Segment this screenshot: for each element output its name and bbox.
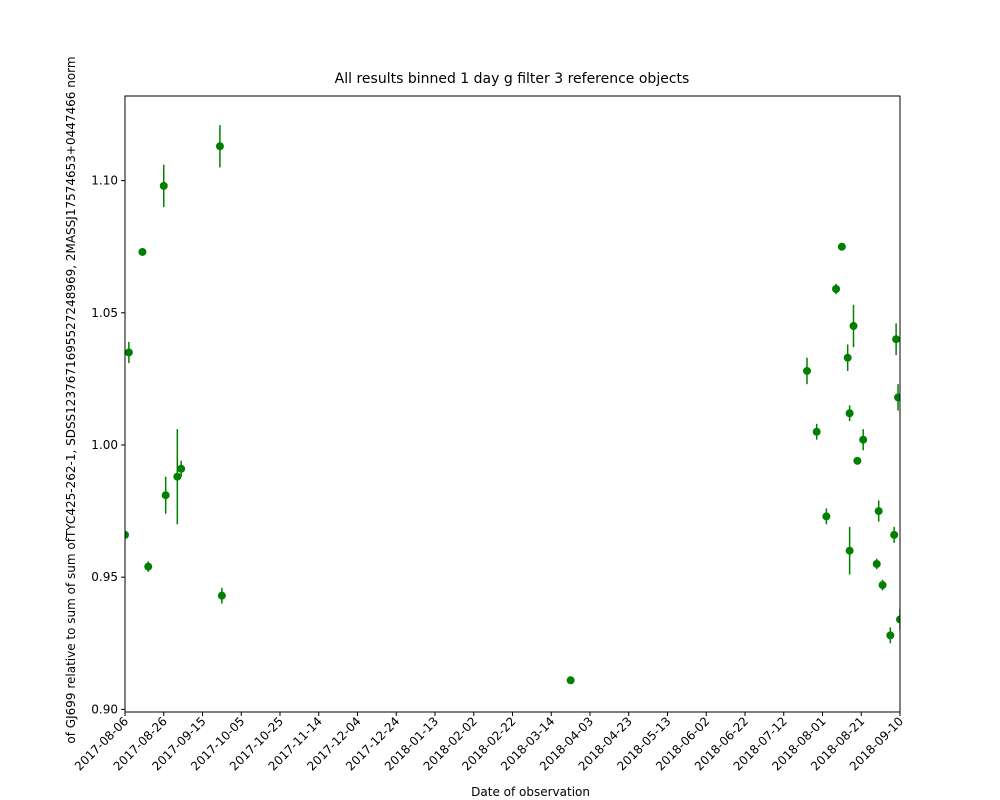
- data-point: [845, 546, 854, 555]
- data-point: [896, 615, 900, 624]
- data-point: [892, 335, 900, 344]
- data-point: [849, 322, 858, 331]
- data-point: [812, 427, 821, 436]
- data-point: [177, 464, 186, 473]
- x-axis-label: Date of observation: [471, 785, 590, 799]
- y-axis-label: of GJ699 relative to sum of sum ofTYC425…: [64, 56, 78, 743]
- data-point: [144, 562, 153, 571]
- data-point: [159, 181, 168, 190]
- y-tick-label: 1.00: [91, 438, 118, 452]
- data-point: [837, 242, 846, 251]
- y-tick-label: 0.95: [91, 570, 118, 584]
- data-point: [853, 456, 862, 465]
- data-point: [217, 591, 226, 600]
- data-point: [878, 581, 887, 590]
- data-point: [832, 284, 841, 293]
- data-point: [845, 409, 854, 418]
- data-point: [822, 512, 831, 521]
- data-point: [874, 507, 883, 516]
- plot-area: [125, 125, 900, 685]
- data-point: [125, 530, 129, 539]
- data-point: [859, 435, 868, 444]
- data-point: [886, 631, 895, 640]
- data-point: [215, 142, 224, 151]
- data-point: [138, 247, 147, 256]
- axes-frame: [124, 95, 901, 713]
- data-point: [161, 491, 170, 500]
- data-point: [566, 676, 575, 685]
- data-point: [803, 366, 811, 375]
- y-tick-label: 1.05: [91, 306, 118, 320]
- data-point: [843, 353, 852, 362]
- data-point: [890, 530, 899, 539]
- y-tick-label: 0.90: [91, 702, 118, 716]
- data-point: [894, 393, 900, 402]
- data-point: [872, 559, 881, 568]
- data-point: [125, 348, 133, 357]
- data-point: [173, 472, 182, 481]
- y-tick-label: 1.10: [91, 174, 118, 188]
- chart-title: All results binned 1 day g filter 3 refe…: [335, 71, 690, 87]
